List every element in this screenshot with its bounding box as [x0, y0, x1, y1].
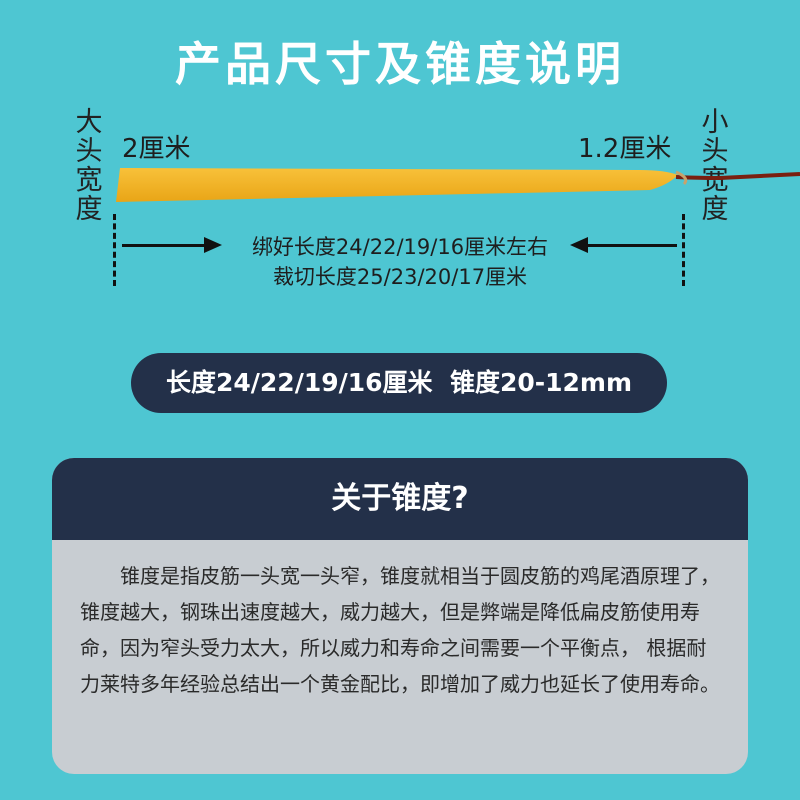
right-pointing-arrow-icon — [204, 237, 222, 253]
cut-length-text: 裁切长度25/23/20/17厘米 — [272, 265, 528, 289]
page-title: 产品尺寸及锥度说明 — [175, 37, 625, 91]
small-end-width-label: 小头宽度 — [701, 107, 729, 225]
card-heading: 关于锥度? — [52, 458, 748, 540]
big-end-measurement: 2厘米 — [122, 134, 191, 164]
rubber-band-strip — [116, 168, 800, 202]
left-dashed-marker — [113, 214, 116, 286]
right-arrow-line — [580, 244, 677, 247]
taper-info-card: 关于锥度? 锥度是指皮筋一头宽一头窄，锥度就相当于圆皮筋的鸡尾酒原理了，锥度越大… — [52, 458, 748, 774]
small-end-measurement: 1.2厘米 — [578, 134, 672, 164]
big-end-width-label: 大头宽度 — [75, 107, 103, 225]
card-body-text: 锥度是指皮筋一头宽一头窄，锥度就相当于圆皮筋的鸡尾酒原理了，锥度越大，钢珠出速度… — [80, 564, 720, 696]
tie-string — [675, 172, 800, 181]
tied-length-text: 绑好长度24/22/19/16厘米左右 — [251, 235, 549, 259]
left-pointing-arrow-icon — [570, 237, 588, 253]
right-dashed-marker — [682, 214, 685, 286]
flat-band — [116, 168, 678, 202]
spec-pill: 长度24/22/19/16厘米 锥度20-12mm — [131, 353, 667, 413]
knot — [675, 170, 688, 186]
left-arrow-line — [122, 244, 217, 247]
